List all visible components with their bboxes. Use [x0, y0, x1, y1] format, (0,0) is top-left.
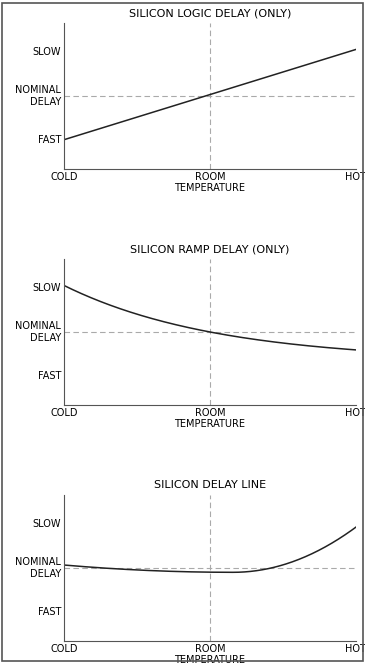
Title: SILICON RAMP DELAY (ONLY): SILICON RAMP DELAY (ONLY)	[130, 244, 289, 254]
Title: SILICON DELAY LINE: SILICON DELAY LINE	[154, 480, 266, 490]
Title: SILICON LOGIC DELAY (ONLY): SILICON LOGIC DELAY (ONLY)	[129, 8, 291, 19]
